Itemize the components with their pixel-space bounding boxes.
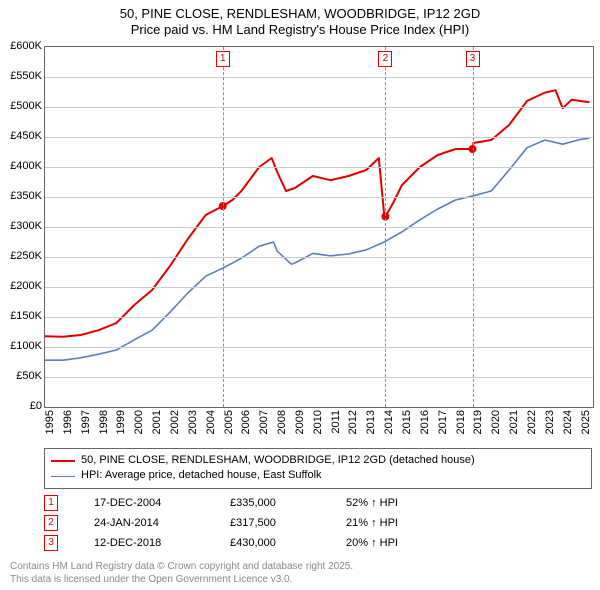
y-tick-label: £350K: [0, 190, 42, 202]
x-tick-label: 2013: [365, 410, 377, 442]
y-tick-label: £600K: [0, 40, 42, 52]
y-tick-label: £400K: [0, 160, 42, 172]
plot-area: 1 2 3: [44, 46, 594, 408]
gridline: [45, 287, 593, 288]
gridline: [45, 377, 593, 378]
x-tick-label: 2001: [151, 410, 163, 442]
x-tick-label: 2020: [490, 410, 502, 442]
gridline: [45, 167, 593, 168]
event-index-box: 3: [44, 535, 58, 551]
x-tick-label: 2015: [401, 410, 413, 442]
event-index-box: 1: [44, 495, 58, 511]
x-tick-label: 1997: [80, 410, 92, 442]
event-marker: 1: [216, 51, 230, 67]
x-tick-label: 2012: [347, 410, 359, 442]
gridline: [45, 257, 593, 258]
y-tick-label: £250K: [0, 250, 42, 262]
event-pct: 20% ↑ HPI: [346, 537, 426, 549]
legend-label: 50, PINE CLOSE, RENDLESHAM, WOODBRIDGE, …: [81, 453, 475, 468]
series-line-hpi: [45, 138, 589, 360]
y-tick-label: £100K: [0, 340, 42, 352]
x-tick-label: 2017: [437, 410, 449, 442]
x-tick-label: 2019: [472, 410, 484, 442]
x-tick-label: 2018: [455, 410, 467, 442]
event-pct: 52% ↑ HPI: [346, 497, 426, 509]
events-table: 1 17-DEC-2004 £335,000 52% ↑ HPI 2 24-JAN-201…: [44, 495, 592, 555]
x-tick-label: 2016: [419, 410, 431, 442]
event-row: 2 24-JAN-2014 £317,500 21% ↑ HPI: [44, 515, 592, 531]
x-tick-label: 2011: [330, 410, 342, 442]
legend-row: HPI: Average price, detached house, East…: [51, 468, 585, 483]
legend-label: HPI: Average price, detached house, East…: [81, 468, 322, 483]
legend-row: 50, PINE CLOSE, RENDLESHAM, WOODBRIDGE, …: [51, 453, 585, 468]
legend-swatch: [51, 460, 75, 462]
y-tick-label: £500K: [0, 100, 42, 112]
gridline: [45, 347, 593, 348]
series-line-price_paid: [45, 90, 589, 337]
y-tick-label: £200K: [0, 280, 42, 292]
chart-container: 50, PINE CLOSE, RENDLESHAM, WOODBRIDGE, …: [0, 0, 600, 590]
footnote: Contains HM Land Registry data © Crown c…: [10, 560, 353, 586]
event-vline: [223, 47, 224, 407]
x-tick-label: 2023: [544, 410, 556, 442]
x-tick-label: 2022: [526, 410, 538, 442]
x-tick-label: 2009: [294, 410, 306, 442]
event-row: 1 17-DEC-2004 £335,000 52% ↑ HPI: [44, 495, 592, 511]
x-tick-label: 2010: [312, 410, 324, 442]
footnote-line-2: This data is licensed under the Open Gov…: [10, 574, 292, 585]
x-tick-label: 2014: [383, 410, 395, 442]
x-tick-label: 2024: [562, 410, 574, 442]
gridline: [45, 227, 593, 228]
x-tick-label: 1999: [115, 410, 127, 442]
event-date: 24-JAN-2014: [94, 517, 194, 529]
legend: 50, PINE CLOSE, RENDLESHAM, WOODBRIDGE, …: [44, 448, 592, 489]
gridline: [45, 317, 593, 318]
y-tick-label: £550K: [0, 70, 42, 82]
gridline: [45, 137, 593, 138]
x-tick-label: 2003: [187, 410, 199, 442]
y-tick-label: £150K: [0, 310, 42, 322]
event-date: 17-DEC-2004: [94, 497, 194, 509]
gridline: [45, 77, 593, 78]
gridline: [45, 107, 593, 108]
event-pct: 21% ↑ HPI: [346, 517, 426, 529]
event-index-box: 2: [44, 515, 58, 531]
x-tick-label: 2005: [223, 410, 235, 442]
event-price: £317,500: [230, 517, 310, 529]
chart-title: 50, PINE CLOSE, RENDLESHAM, WOODBRIDGE, …: [0, 0, 600, 39]
y-tick-label: £50K: [0, 370, 42, 382]
x-tick-label: 1998: [98, 410, 110, 442]
title-line-2: Price paid vs. HM Land Registry's House …: [131, 22, 469, 37]
x-tick-label: 1995: [44, 410, 56, 442]
x-tick-label: 2000: [133, 410, 145, 442]
event-date: 12-DEC-2018: [94, 537, 194, 549]
event-vline: [385, 47, 386, 407]
event-row: 3 12-DEC-2018 £430,000 20% ↑ HPI: [44, 535, 592, 551]
footnote-line-1: Contains HM Land Registry data © Crown c…: [10, 561, 353, 572]
x-tick-label: 2025: [580, 410, 592, 442]
y-tick-label: £0: [0, 400, 42, 412]
gridline: [45, 197, 593, 198]
x-tick-label: 2002: [169, 410, 181, 442]
x-tick-label: 2007: [258, 410, 270, 442]
event-marker: 3: [466, 51, 480, 67]
title-line-1: 50, PINE CLOSE, RENDLESHAM, WOODBRIDGE, …: [120, 6, 480, 21]
legend-swatch: [51, 476, 75, 477]
event-marker: 2: [378, 51, 392, 67]
y-tick-label: £450K: [0, 130, 42, 142]
x-tick-label: 2021: [508, 410, 520, 442]
event-price: £430,000: [230, 537, 310, 549]
x-tick-label: 1996: [62, 410, 74, 442]
x-tick-label: 2006: [240, 410, 252, 442]
event-vline: [473, 47, 474, 407]
x-tick-label: 2008: [276, 410, 288, 442]
y-tick-label: £300K: [0, 220, 42, 232]
event-price: £335,000: [230, 497, 310, 509]
x-tick-label: 2004: [205, 410, 217, 442]
